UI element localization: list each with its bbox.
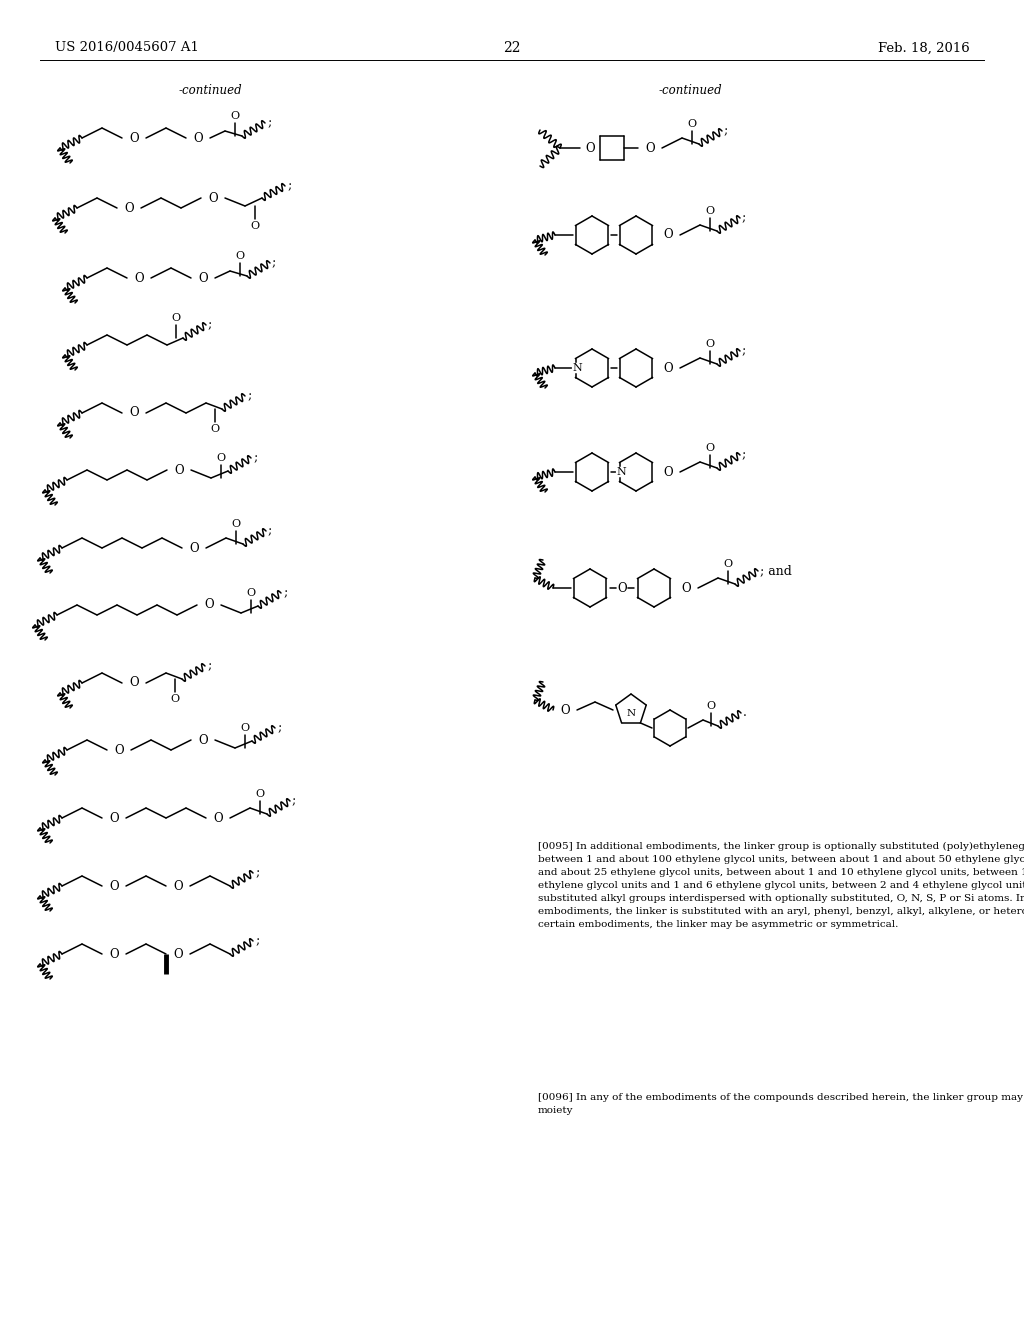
Text: O: O: [230, 111, 240, 121]
Text: O: O: [255, 789, 264, 799]
Text: O: O: [216, 453, 225, 463]
Text: O: O: [251, 220, 259, 231]
Text: ;: ;: [255, 866, 259, 879]
Text: 22: 22: [503, 41, 521, 55]
Text: O: O: [645, 141, 654, 154]
Text: embodiments, the linker is substituted with an aryl, phenyl, benzyl, alkyl, alky: embodiments, the linker is substituted w…: [538, 907, 1024, 916]
Text: O: O: [664, 466, 673, 479]
Text: ;: ;: [283, 586, 288, 599]
Text: O: O: [204, 598, 214, 611]
Text: O: O: [173, 948, 183, 961]
Text: ;: ;: [267, 116, 271, 129]
Text: O: O: [171, 313, 180, 323]
Text: ;: ;: [278, 722, 282, 734]
Text: ;: ;: [724, 124, 728, 137]
Text: O: O: [706, 339, 715, 348]
Text: O: O: [124, 202, 134, 214]
Text: Feb. 18, 2016: Feb. 18, 2016: [879, 41, 970, 54]
Text: O: O: [617, 582, 627, 594]
Text: O: O: [585, 141, 595, 154]
Text: ; and: ; and: [760, 565, 792, 578]
Text: ;: ;: [247, 389, 251, 403]
Text: ;: ;: [207, 660, 211, 672]
Text: O: O: [664, 228, 673, 242]
Text: moiety: moiety: [538, 1106, 573, 1115]
Text: O: O: [236, 251, 245, 261]
Text: O: O: [707, 701, 716, 711]
Text: US 2016/0045607 A1: US 2016/0045607 A1: [55, 41, 199, 54]
Text: O: O: [115, 743, 124, 756]
Text: O: O: [110, 812, 119, 825]
Text: O: O: [560, 704, 569, 717]
Text: O: O: [664, 362, 673, 375]
Text: O: O: [174, 463, 184, 477]
Text: -continued: -continued: [658, 83, 722, 96]
Text: O: O: [189, 541, 199, 554]
Text: ;: ;: [255, 935, 259, 948]
Text: O: O: [173, 879, 183, 892]
Text: ;: ;: [742, 211, 746, 224]
Text: .: .: [743, 706, 746, 719]
Text: ;: ;: [742, 449, 746, 462]
Text: O: O: [211, 424, 219, 434]
Text: O: O: [129, 676, 139, 689]
Text: -continued: -continued: [178, 83, 242, 96]
Text: O: O: [247, 587, 256, 598]
Text: [0096] In any of the embodiments of the compounds described herein, the linker g: [0096] In any of the embodiments of the …: [538, 1093, 1024, 1102]
Text: ;: ;: [272, 256, 276, 269]
Text: O: O: [129, 407, 139, 420]
Text: O: O: [199, 272, 208, 285]
Text: O: O: [687, 119, 696, 129]
Text: O: O: [110, 879, 119, 892]
Text: substituted alkyl groups interdispersed with optionally substituted, O, N, S, P : substituted alkyl groups interdispersed …: [538, 894, 1024, 903]
Text: O: O: [241, 723, 250, 733]
Text: O: O: [706, 444, 715, 453]
Text: O: O: [208, 191, 218, 205]
Text: ;: ;: [208, 318, 212, 331]
Text: O: O: [231, 519, 241, 529]
Text: O: O: [110, 948, 119, 961]
Text: O: O: [170, 694, 179, 704]
Text: [0095] In additional embodiments, the linker group is optionally substituted (po: [0095] In additional embodiments, the li…: [538, 842, 1024, 851]
Text: O: O: [706, 206, 715, 216]
Text: O: O: [213, 812, 223, 825]
Text: certain embodiments, the linker may be asymmetric or symmetrical.: certain embodiments, the linker may be a…: [538, 920, 898, 929]
Text: O: O: [723, 558, 732, 569]
Text: O: O: [129, 132, 139, 144]
Text: ethylene glycol units and 1 and 6 ethylene glycol units, between 2 and 4 ethylen: ethylene glycol units and 1 and 6 ethyle…: [538, 880, 1024, 890]
Text: O: O: [134, 272, 143, 285]
Text: ;: ;: [287, 180, 291, 193]
Text: ;: ;: [253, 451, 257, 465]
Text: N: N: [616, 467, 626, 477]
Text: ;: ;: [268, 524, 272, 537]
Text: ;: ;: [292, 795, 296, 808]
Text: and about 25 ethylene glycol units, between about 1 and 10 ethylene glycol units: and about 25 ethylene glycol units, betw…: [538, 869, 1024, 876]
Text: N: N: [627, 710, 636, 718]
Text: O: O: [194, 132, 203, 144]
Text: O: O: [199, 734, 208, 747]
Text: between 1 and about 100 ethylene glycol units, between about 1 and about 50 ethy: between 1 and about 100 ethylene glycol …: [538, 855, 1024, 865]
Text: O: O: [681, 582, 691, 594]
Text: ;: ;: [742, 345, 746, 358]
Text: N: N: [572, 363, 582, 374]
